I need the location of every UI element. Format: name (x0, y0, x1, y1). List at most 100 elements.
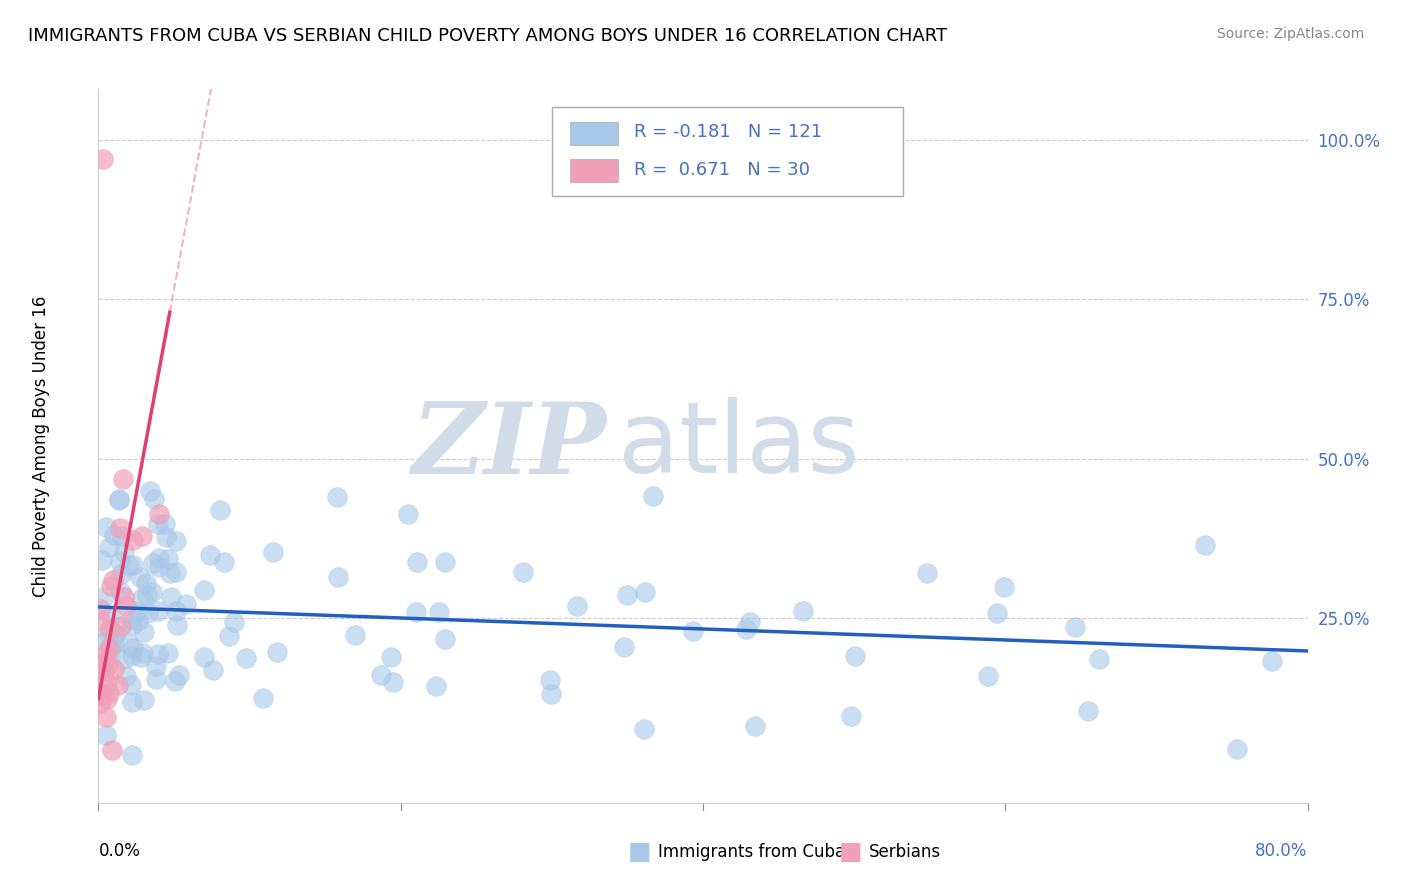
Point (110, 619, 132, 633)
Point (121, 640, 143, 655)
Point (792, 604, 814, 618)
Point (110, 567, 132, 582)
Point (121, 618, 143, 632)
Point (139, 483, 162, 498)
Point (141, 584, 163, 599)
Point (145, 672, 167, 686)
Point (266, 645, 288, 659)
Point (107, 678, 129, 692)
Point (155, 530, 177, 544)
Point (382, 674, 405, 689)
Point (370, 668, 392, 682)
Point (121, 533, 143, 547)
Point (433, 555, 456, 569)
Point (96, 728, 118, 742)
Point (89, 602, 111, 616)
Point (134, 625, 156, 640)
Point (193, 649, 215, 664)
Point (94, 647, 117, 661)
Point (97, 686, 120, 700)
Point (103, 662, 125, 676)
Point (326, 570, 349, 584)
Point (110, 553, 132, 567)
Point (104, 626, 127, 640)
Point (122, 558, 145, 572)
Point (91, 153, 114, 167)
Point (986, 606, 1008, 620)
Text: R = -0.181   N = 121: R = -0.181 N = 121 (634, 123, 823, 141)
Text: 0.0%: 0.0% (98, 842, 141, 860)
Point (111, 529, 134, 543)
Text: ZIP: ZIP (412, 398, 606, 494)
Point (633, 722, 655, 736)
Point (427, 605, 450, 619)
Point (396, 507, 419, 521)
Point (108, 521, 131, 535)
FancyBboxPatch shape (551, 107, 903, 196)
Point (540, 688, 562, 702)
Point (129, 650, 152, 665)
Point (121, 747, 143, 762)
Point (100, 609, 122, 624)
Point (915, 566, 938, 581)
Point (89, 696, 111, 710)
Point (91, 662, 114, 676)
Point (114, 669, 136, 683)
Point (839, 709, 862, 723)
Point (103, 637, 125, 651)
Point (97, 540, 120, 554)
Point (131, 529, 153, 543)
Text: atlas: atlas (619, 398, 860, 494)
Point (93, 681, 115, 695)
Point (93, 664, 115, 678)
Point (155, 516, 177, 531)
Point (127, 614, 149, 628)
Point (100, 579, 122, 593)
Point (643, 489, 665, 503)
Text: IMMIGRANTS FROM CUBA VS SERBIAN CHILD POVERTY AMONG BOYS UNDER 16 CORRELATION CH: IMMIGRANTS FROM CUBA VS SERBIAN CHILD PO… (28, 27, 948, 45)
Point (977, 669, 1000, 683)
FancyBboxPatch shape (569, 122, 619, 145)
Point (148, 551, 170, 566)
Point (165, 673, 187, 688)
Point (134, 693, 156, 707)
Point (93, 687, 115, 701)
Point (198, 548, 221, 562)
Point (844, 649, 866, 664)
Point (128, 570, 150, 584)
Point (148, 508, 170, 522)
Point (96, 710, 118, 724)
Point (405, 606, 427, 620)
Point (165, 604, 187, 618)
Point (682, 624, 704, 638)
Point (120, 678, 142, 692)
Point (142, 556, 165, 570)
Point (744, 719, 766, 733)
Point (252, 690, 274, 705)
Point (165, 534, 187, 549)
Text: 80.0%: 80.0% (1256, 842, 1308, 860)
Point (380, 650, 402, 665)
Point (132, 647, 155, 661)
Point (157, 646, 180, 660)
Point (96, 677, 118, 691)
Point (93, 590, 115, 604)
Point (98, 622, 121, 636)
Point (103, 573, 125, 587)
Point (148, 560, 170, 574)
Text: R =  0.671   N = 30: R = 0.671 N = 30 (634, 161, 810, 178)
Point (131, 591, 153, 605)
Point (159, 566, 181, 580)
Point (121, 695, 143, 709)
Point (112, 652, 135, 666)
Point (222, 615, 245, 629)
Point (235, 651, 257, 665)
Point (97, 658, 120, 673)
Point (107, 492, 129, 507)
Text: Immigrants from Cuba: Immigrants from Cuba (658, 843, 845, 861)
Point (96, 691, 118, 706)
Point (193, 583, 215, 598)
Point (1261, 654, 1284, 668)
Text: Source: ZipAtlas.com: Source: ZipAtlas.com (1216, 27, 1364, 41)
Point (135, 588, 157, 602)
